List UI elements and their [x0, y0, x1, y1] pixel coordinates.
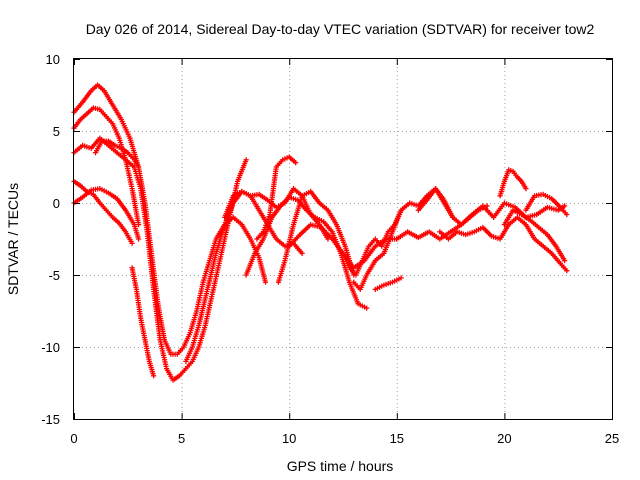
y-tick-label: 5: [53, 124, 60, 139]
series-track-19: [415, 186, 490, 228]
series-track-5: [71, 135, 249, 383]
plot-frame: [73, 58, 613, 420]
plus-marker: [523, 186, 529, 192]
grid: [74, 59, 612, 419]
y-axis-label: SDTVAR / TECUs: [5, 183, 21, 295]
x-tick-label: 5: [178, 431, 185, 446]
data-series: [71, 82, 570, 383]
x-tick-label: 25: [605, 431, 619, 446]
y-tick-label: 10: [46, 52, 60, 67]
plus-marker: [243, 157, 249, 163]
plus-marker: [398, 275, 404, 281]
series-track-20: [497, 167, 529, 199]
y-tick-label: -5: [48, 268, 60, 283]
plus-marker: [484, 203, 490, 209]
plus-marker: [135, 236, 142, 242]
x-tick-label: 20: [497, 431, 511, 446]
series-track-21: [501, 207, 568, 264]
series-track-7: [129, 265, 157, 379]
y-tick-label: -15: [41, 412, 60, 427]
x-axis-label: GPS time / hours: [287, 458, 394, 474]
plus-marker: [262, 279, 269, 285]
series-track-2: [71, 186, 142, 242]
x-tick-label: 15: [390, 431, 404, 446]
x-tick-label: 0: [70, 431, 77, 446]
plus-marker: [299, 250, 305, 256]
series-track-4: [71, 105, 142, 228]
plus-marker: [364, 305, 370, 311]
series-track-3: [71, 82, 269, 357]
series-track-16: [372, 275, 404, 292]
axis-ticks: 0 5 10 15 20 25 -15 -10 -5 0 5 10: [41, 52, 619, 446]
series-track-18: [437, 214, 570, 274]
series-track-22: [523, 191, 570, 218]
plus-marker: [293, 160, 299, 166]
plus-marker: [129, 240, 135, 246]
plus-marker: [562, 258, 568, 264]
series-track-1: [71, 178, 135, 246]
plus-marker: [562, 203, 568, 209]
chart-title: Day 026 of 2014, Sidereal Day-to-day VTE…: [86, 21, 595, 37]
series-track-11: [254, 154, 299, 242]
plus-marker: [564, 268, 570, 274]
y-tick-label: -10: [41, 340, 60, 355]
plus-marker: [135, 222, 142, 228]
plus-marker: [135, 164, 142, 170]
x-tick-label: 10: [282, 431, 296, 446]
plus-marker: [151, 373, 157, 379]
series-track-6: [92, 138, 142, 170]
plus-marker: [564, 211, 570, 218]
y-tick-label: 0: [53, 196, 60, 211]
